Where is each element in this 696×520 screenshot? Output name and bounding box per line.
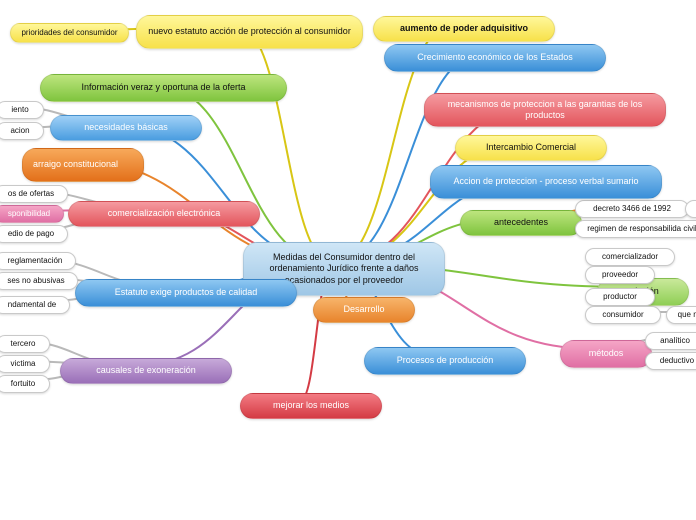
node-n5: Información veraz y oportuna de la ofert…: [40, 74, 287, 102]
node-n18: Intercambio Comercial: [455, 135, 607, 161]
node-n10c: fortuito: [0, 375, 50, 393]
node-n15b: proveedor: [585, 266, 655, 284]
node-n2: prioridades del consumidor: [10, 23, 129, 43]
node-n8: comercialización electrónica: [68, 201, 260, 227]
node-n8a: os de ofertas: [0, 185, 68, 203]
node-n1: nuevo estatuto acción de protección al c…: [136, 15, 363, 49]
node-n10b: victima: [0, 355, 50, 373]
node-n9: Estatuto exige productos de calidad: [75, 279, 297, 307]
node-n16a: decreto 3466 de 1992: [575, 200, 689, 218]
node-n9a: reglamentación: [0, 252, 76, 270]
node-n14a: analítico: [645, 332, 696, 350]
node-n3: aumento de poder adquisitivo: [373, 16, 555, 42]
node-n10a: tercero: [0, 335, 50, 353]
node-n6b: acion: [0, 122, 44, 140]
node-n15a: comercializador: [585, 248, 675, 266]
node-n6a: iento: [0, 101, 44, 119]
node-n8b: sponibilidad: [0, 205, 64, 223]
node-n16b: regimen de responsabilida civil: [575, 220, 696, 238]
node-n13: Procesos de producción: [364, 347, 526, 375]
node-n17: Accion de proteccion - proceso verbal su…: [430, 165, 662, 199]
node-n12: Desarrollo: [313, 297, 415, 323]
node-n7: arraigo constitucional: [22, 148, 144, 182]
node-n14: métodos: [560, 340, 652, 368]
node-n11: mejorar los medios: [240, 393, 382, 419]
node-n14b: deductivo: [645, 352, 696, 370]
node-n4: Crecimiento económico de los Estados: [384, 44, 606, 72]
node-n15d: consumidor: [585, 306, 661, 324]
node-n10: causales de exoneración: [60, 358, 232, 384]
node-n15e: que no s: [666, 306, 696, 324]
node-n8c: edio de pago: [0, 225, 68, 243]
node-n16: antecedentes: [460, 210, 582, 236]
node-n15c: productor: [585, 288, 655, 306]
node-n9c: ndamental de: [0, 296, 70, 314]
node-n9b: ses no abusivas: [0, 272, 78, 290]
node-n19: mecanismos de proteccion a las garantias…: [424, 93, 666, 127]
node-n16c: conf: [685, 200, 696, 218]
node-n6: necesidades básicas: [50, 115, 202, 141]
